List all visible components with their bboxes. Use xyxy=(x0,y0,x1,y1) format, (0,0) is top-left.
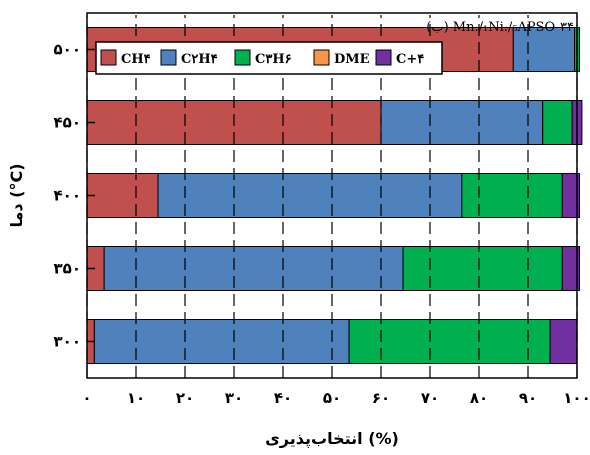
x-tick-label: ۶۰ xyxy=(372,389,390,407)
bars-layer xyxy=(86,27,583,364)
y-axis-title: دما (°C) xyxy=(7,163,26,227)
legend-swatch-1 xyxy=(160,49,177,66)
y-axis: ۳۰۰ ۳۵۰ ۴۰۰ ۴۵۰ ۵۰۰ xyxy=(54,41,95,351)
x-tick-label: ۸۰ xyxy=(470,389,488,407)
legend-label-2: C۳H۶ xyxy=(255,52,292,67)
y-tick-label: ۵۰۰ xyxy=(54,41,81,59)
x-tick-label: ۱۰ xyxy=(127,389,145,407)
y-tick-label: ۴۰۰ xyxy=(54,187,81,205)
x-axis-title: انتخاب‌پذیری (%) xyxy=(265,429,399,449)
x-tick-label: ۰ xyxy=(82,389,91,407)
x-tick-label: ۹۰ xyxy=(519,389,537,407)
x-tick-label: ۴۰ xyxy=(274,389,292,407)
bar-segment-350-s2 xyxy=(402,246,563,291)
y-tick-label: ۳۰۰ xyxy=(54,333,81,351)
bar-segment-400-s1 xyxy=(157,173,463,218)
bar-segment-400-s2 xyxy=(461,173,563,218)
bar-segment-350-s4 xyxy=(561,246,580,291)
legend-label-4: C+۴ xyxy=(396,52,424,67)
x-tick-label: ۲۰ xyxy=(176,389,194,407)
x-tick-label: ۱۰۰ xyxy=(563,389,590,407)
x-axis: ۰ ۱۰ ۲۰ ۳۰ ۴۰ ۵۰ ۶۰ ۷۰ ۸۰ ۹۰ ۱۰۰ xyxy=(82,15,590,407)
bar-segment-300-s1 xyxy=(93,319,350,364)
bar-segment-300-s4 xyxy=(549,319,578,364)
x-tick-label: ۷۰ xyxy=(421,389,439,407)
legend-label-1: C۲H۴ xyxy=(181,52,218,67)
legend-swatch-4 xyxy=(375,49,392,66)
legend: CH۴ C۲H۴ C۳H۶ DME C+۴ xyxy=(95,41,443,75)
x-tick-label: ۳۰ xyxy=(225,389,243,407)
bar-segment-300-s2 xyxy=(348,319,551,364)
legend-label-3: DME xyxy=(334,52,370,67)
panel-label: (ب) Mn./₁Ni./₅APSO-۳۴ xyxy=(426,20,574,35)
bar-segment-400-s0 xyxy=(86,173,159,218)
bar-segment-350-s1 xyxy=(103,246,404,291)
y-tick-label: ۳۵۰ xyxy=(54,260,81,278)
legend-swatch-2 xyxy=(234,49,251,66)
x-tick-label: ۵۰ xyxy=(323,389,341,407)
y-tick-label: ۴۵۰ xyxy=(54,114,81,132)
bar-segment-400-s4 xyxy=(561,173,580,218)
legend-swatch-0 xyxy=(100,49,117,66)
legend-label-0: CH۴ xyxy=(121,52,151,67)
legend-swatch-3 xyxy=(313,49,330,66)
bar-segment-450-s1 xyxy=(380,100,544,145)
bar-segment-450-s2 xyxy=(542,100,573,145)
